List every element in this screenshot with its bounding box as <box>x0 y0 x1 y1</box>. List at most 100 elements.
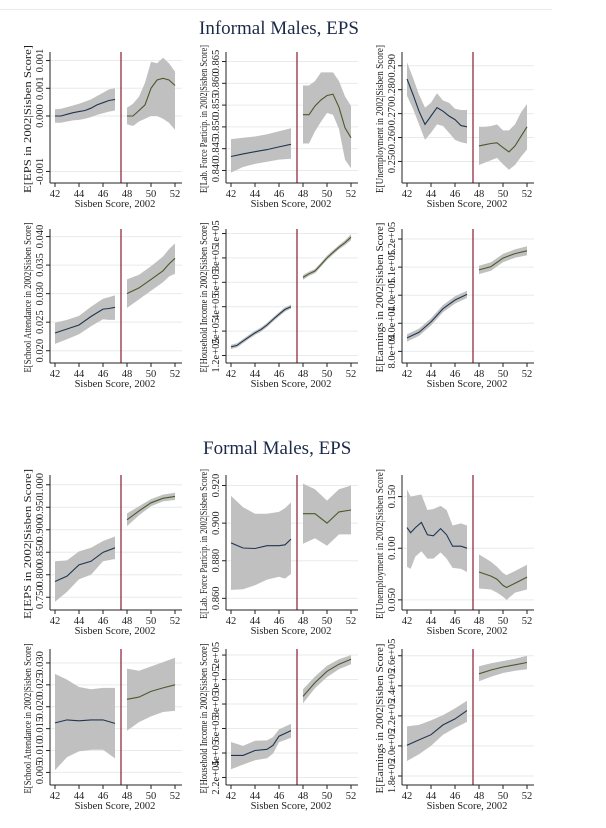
left-confidence-band <box>407 290 467 342</box>
x-tick-label: 44 <box>426 616 437 627</box>
right-confidence-band <box>303 72 351 169</box>
y-tick-label: 0.020 <box>35 695 46 719</box>
x-axis-label: Sisben Score, 2002 <box>75 801 156 812</box>
left-fitted-line <box>54 306 116 334</box>
left-fitted-line <box>406 521 468 549</box>
y-tick-label: 2.2e+05 <box>387 699 398 733</box>
y-tick-label: 0.270 <box>387 102 398 126</box>
x-axis-label: Sisben Score, 2002 <box>427 199 508 210</box>
x-tick-label: 52 <box>346 616 357 627</box>
y-tick-label: 6e+05 <box>211 269 222 295</box>
y-tick-label: 0.800 <box>35 563 46 587</box>
x-tick-label: 46 <box>274 369 285 380</box>
y-tick-label: 0.001 <box>35 49 46 73</box>
y-tick-label: 0.000 <box>35 104 46 128</box>
x-tick-label: 44 <box>250 616 261 627</box>
y-tick-label: 0.025 <box>35 673 46 697</box>
right-confidence-band <box>479 554 527 600</box>
left-confidence-band <box>55 536 115 602</box>
y-axis-label: E[EPS in 2002|Sisben Score] <box>23 45 34 193</box>
left-fitted-line <box>230 306 292 348</box>
x-tick-label: 48 <box>122 369 133 380</box>
y-tick-label: 2.0e+05 <box>387 729 398 763</box>
x-tick-label: 44 <box>426 189 437 200</box>
y-tick-label: 0.250 <box>387 150 398 174</box>
y-tick-label: 0.750 <box>35 585 46 609</box>
x-tick-label: 50 <box>146 189 157 200</box>
right-fitted-line <box>303 93 352 139</box>
x-tick-label: 48 <box>474 616 485 627</box>
x-tick-label: 48 <box>122 616 133 627</box>
x-tick-label: 42 <box>402 369 413 380</box>
right-confidence-band <box>303 234 351 280</box>
x-tick-label: 50 <box>146 791 157 802</box>
y-tick-label: 0.035 <box>35 253 46 277</box>
x-axis-label: Sisben Score, 2002 <box>75 199 156 210</box>
x-axis-label: Sisben Score, 2002 <box>427 801 508 812</box>
y-tick-label: 0.865 <box>211 50 222 74</box>
right-confidence-band <box>479 655 527 682</box>
y-tick-label: 4e+05 <box>211 740 222 766</box>
y-tick-label: 0.030 <box>35 651 46 675</box>
x-axis-label: Sisben Score, 2002 <box>251 801 332 812</box>
panel-4: 0.020 0.025 0.030 0.035 0.040 42 44 46 48 50 52 Sis… <box>23 223 182 390</box>
y-tick-label: 2.4e+05 <box>387 669 398 703</box>
left-confidence-band <box>231 723 291 770</box>
x-tick-label: 46 <box>450 791 461 802</box>
right-fitted-line <box>126 684 176 700</box>
x-tick-label: 52 <box>522 369 533 380</box>
y-tick-label: 0.950 <box>35 495 46 519</box>
right-confidence-band <box>127 492 175 527</box>
y-tick-label: 0.880 <box>211 549 222 573</box>
y-tick-label: 1.000 <box>35 473 46 497</box>
x-tick-label: 42 <box>402 616 413 627</box>
left-confidence-band <box>407 62 467 144</box>
left-fitted-line <box>406 710 468 746</box>
right-fitted-line <box>478 126 528 153</box>
y-tick-label: 1.2e+05 <box>211 338 222 372</box>
left-fitted-line <box>406 78 468 128</box>
x-tick-label: 42 <box>50 791 61 802</box>
panel-9: 0.050 0.100 0.150 42 44 46 48 50 52 Sisben Score,… <box>375 469 534 637</box>
y-axis-label: E[Lab. Force Particip. in 2002|Sisben Sc… <box>199 469 210 619</box>
x-tick-label: 52 <box>346 791 357 802</box>
x-tick-label: 52 <box>522 189 533 200</box>
x-axis-label: Sisben Score, 2002 <box>251 626 332 637</box>
y-tick-label: 6e+05 <box>211 715 222 741</box>
y-tick-label: 0e+05 <box>211 666 222 692</box>
y-tick-label: 0.015 <box>35 717 46 741</box>
x-tick-label: 46 <box>450 189 461 200</box>
x-tick-label: 50 <box>322 369 333 380</box>
x-tick-label: 50 <box>498 369 509 380</box>
left-fitted-line <box>230 538 292 550</box>
right-confidence-band <box>127 57 175 130</box>
x-tick-label: 46 <box>98 189 109 200</box>
x-axis-label: Sisben Score, 2002 <box>251 379 332 390</box>
x-tick-label: 46 <box>98 791 109 802</box>
y-tick-label: 1.1e+05 <box>387 250 398 284</box>
y-tick-label: 8e+05 <box>211 691 222 717</box>
x-tick-label: 44 <box>250 791 261 802</box>
x-tick-label: 50 <box>146 616 157 627</box>
y-tick-label: 0.001 <box>35 76 46 100</box>
x-tick-label: 52 <box>346 369 357 380</box>
y-tick-label: 2.6e+05 <box>387 639 398 673</box>
x-tick-label: 50 <box>146 369 157 380</box>
x-tick-label: 42 <box>226 189 237 200</box>
y-axis-label: E[Earnings in 2002|Sisben Score] <box>375 644 386 794</box>
x-tick-label: 48 <box>298 616 309 627</box>
y-tick-label: 0.100 <box>387 536 398 560</box>
right-fitted-line <box>478 571 528 589</box>
y-tick-label: 0.005 <box>35 761 46 785</box>
right-fitted-line <box>126 257 176 295</box>
x-tick-label: 46 <box>98 616 109 627</box>
y-tick-label: 0.050 <box>387 588 398 612</box>
y-axis-label: E[Earnings in 2002|Sisben Score] <box>375 223 386 373</box>
x-tick-label: 50 <box>322 616 333 627</box>
y-tick-label: 0.900 <box>35 518 46 542</box>
right-confidence-band <box>479 246 527 275</box>
